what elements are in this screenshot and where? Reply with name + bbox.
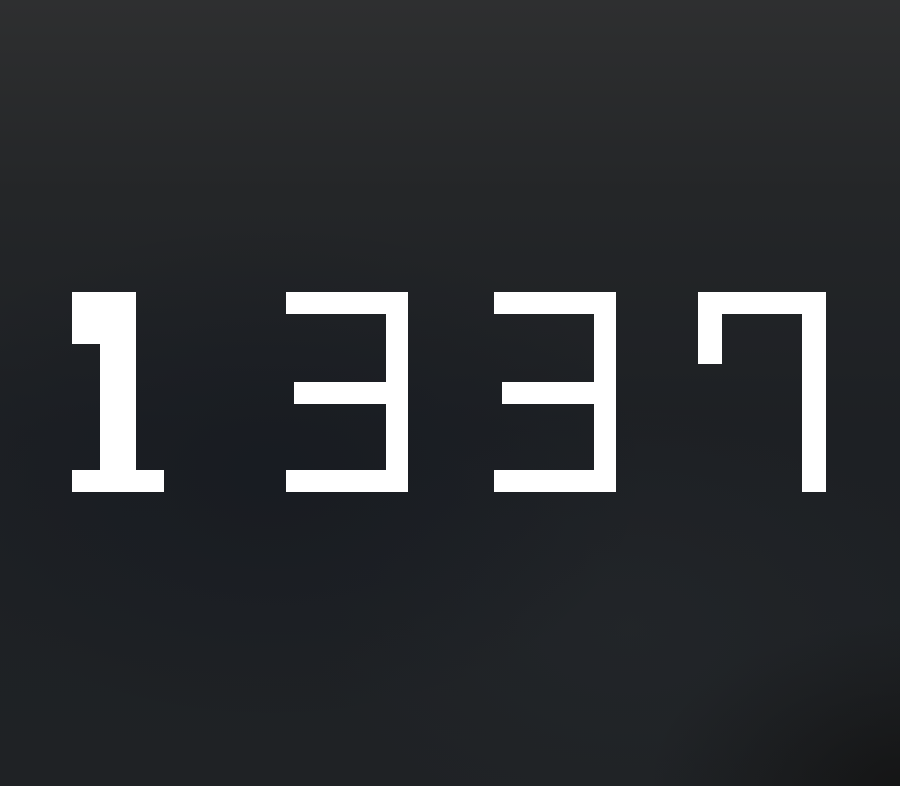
digit-segment [72, 470, 164, 492]
digit-segment [72, 292, 100, 344]
digit-segment [502, 382, 616, 404]
digit-segment [698, 292, 722, 364]
digit-3 [494, 292, 616, 492]
digit-segment [494, 292, 616, 314]
digit-segment [494, 470, 616, 492]
digit-segment [286, 292, 408, 314]
digit-7 [698, 292, 826, 492]
digit-segment [294, 382, 408, 404]
digit-segment [802, 292, 826, 492]
digit-segment [698, 292, 826, 314]
digit-segment [100, 292, 136, 492]
digit-3 [286, 292, 408, 492]
digit-1 [72, 292, 164, 492]
digit-segment [286, 470, 408, 492]
